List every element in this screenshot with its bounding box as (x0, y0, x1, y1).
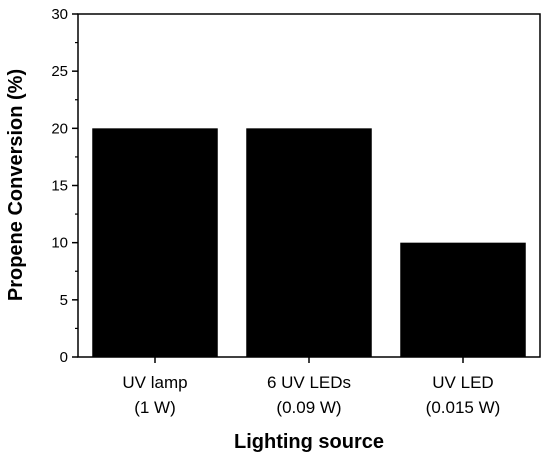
bars-layer (92, 128, 526, 357)
y-tick-label: 20 (51, 120, 68, 137)
y-tick-label: 5 (60, 292, 68, 309)
bar (246, 128, 372, 357)
x-axis-title: Lighting source (234, 431, 384, 453)
x-tick-label: (0.09 W) (276, 398, 341, 417)
labels-layer: 0 5 10 15 20 25 30 UV lamp (1 W) 6 UV LEDs (0.09 W… (51, 6, 500, 417)
y-axis-title: Propene Conversion (%) (5, 69, 27, 301)
y-tick-label: 25 (51, 63, 68, 80)
y-tick-label: 0 (60, 349, 68, 366)
x-tick-label: (1 W) (134, 398, 176, 417)
bar (400, 242, 526, 357)
x-tick-label: UV LED (432, 373, 493, 392)
x-tick-label: UV lamp (122, 373, 187, 392)
y-tick-label: 15 (51, 178, 68, 195)
y-tick-label: 10 (51, 235, 68, 252)
bar (92, 128, 218, 357)
x-tick-label: 6 UV LEDs (267, 373, 351, 392)
ticks-layer (72, 13, 464, 363)
x-tick-label: (0.015 W) (426, 398, 501, 417)
y-tick-label: 30 (51, 6, 68, 23)
